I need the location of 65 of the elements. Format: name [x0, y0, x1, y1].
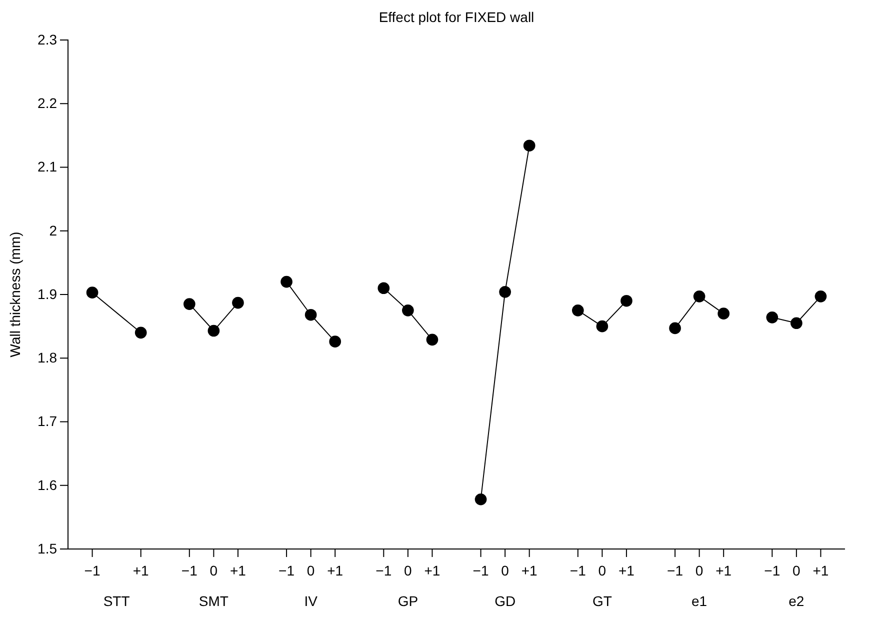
point — [426, 334, 438, 346]
text: e1 — [692, 593, 708, 609]
x-tick-label: −1 — [84, 562, 100, 578]
x-tick-label: +1 — [521, 562, 538, 578]
point — [474, 493, 487, 506]
x-tick-label: −1 — [667, 562, 684, 578]
point — [790, 317, 802, 330]
point — [718, 308, 730, 320]
point — [499, 286, 511, 298]
y-tick-label: 1.6 — [38, 476, 58, 493]
x-tick-label: −1 — [570, 562, 586, 578]
point — [572, 304, 584, 316]
x-tick-label: −1 — [278, 562, 295, 578]
point — [183, 298, 196, 310]
x-tick-label: 0 — [501, 562, 510, 578]
point — [693, 290, 706, 302]
x-tick-label: 0 — [306, 562, 315, 578]
x-tick-label: 0 — [695, 562, 704, 578]
y-tick-label: 1.5 — [38, 540, 58, 556]
y-tick-label: 1.9 — [38, 286, 58, 302]
x-tick-label: −1 — [376, 562, 392, 578]
y-tick-label: 2.3 — [38, 31, 58, 48]
x-tick-label: 0 — [792, 562, 801, 578]
point — [304, 308, 317, 321]
x-tick-label: 0 — [404, 562, 412, 578]
point — [378, 282, 390, 294]
point — [523, 140, 536, 152]
point — [402, 304, 414, 316]
point — [814, 290, 827, 302]
point — [766, 312, 778, 324]
x-tick-label: 0 — [598, 562, 606, 578]
y-tick-label: 2.1 — [38, 158, 58, 175]
chart-title: Effect plot for FIXED wall — [378, 9, 534, 25]
y-axis-title: Wall thickness (mm) — [7, 232, 23, 358]
x-tick-label: +1 — [812, 562, 829, 578]
point — [134, 326, 147, 339]
text: SMT — [198, 593, 229, 609]
point — [86, 286, 98, 298]
x-tick-label: −1 — [764, 562, 780, 578]
point — [620, 294, 632, 307]
x-tick-label: 0 — [210, 562, 218, 578]
y-tick-label: 1.8 — [38, 350, 58, 366]
x-tick-label: +1 — [716, 562, 732, 578]
x-tick-label: −1 — [181, 562, 198, 578]
point — [669, 322, 681, 334]
x-tick-label: +1 — [230, 562, 246, 578]
text: IV — [304, 593, 318, 609]
point — [280, 276, 292, 288]
point — [329, 336, 342, 348]
x-tick-label: +1 — [327, 562, 344, 578]
point — [208, 324, 220, 337]
y-tick-label: 1.7 — [38, 413, 58, 430]
point — [232, 296, 244, 309]
text: GD — [494, 593, 516, 609]
point — [596, 320, 608, 332]
y-tick-label: 2 — [49, 222, 58, 238]
x-tick-label: +1 — [424, 562, 440, 578]
y-tick-label: 2.2 — [38, 95, 58, 112]
text: GT — [592, 593, 612, 609]
x-tick-label: +1 — [132, 562, 150, 578]
text: STT — [103, 593, 130, 609]
x-tick-label: −1 — [472, 562, 489, 578]
text: GP — [398, 593, 418, 609]
text: e2 — [788, 593, 804, 609]
x-tick-label: +1 — [618, 562, 635, 578]
